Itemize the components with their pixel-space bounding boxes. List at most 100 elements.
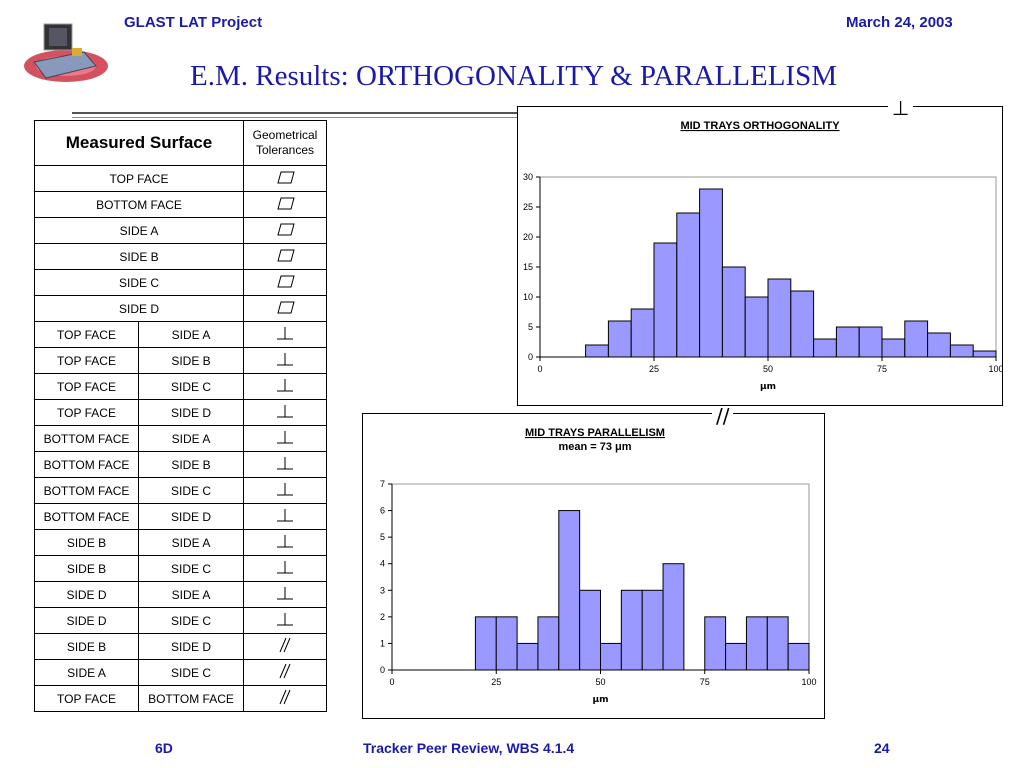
table-row: BOTTOM FACE SIDE C (34, 477, 327, 504)
surface-cell-second: SIDE A (138, 581, 244, 608)
tolerance-cell (243, 529, 327, 556)
footer-page-number: 24 (874, 740, 890, 756)
surface-cell: BOTTOM FACE (34, 191, 244, 218)
surface-cell-first: SIDE D (34, 607, 139, 634)
surface-cell-second: SIDE D (138, 399, 244, 426)
title-divider-thin (72, 117, 612, 118)
surface-cell-second: SIDE A (138, 529, 244, 556)
perpendicularity-icon (277, 431, 293, 444)
ortho-bar (904, 320, 929, 358)
tolerance-cell (243, 165, 327, 192)
ortho-x-tick-label: 100 (988, 364, 1002, 374)
tolerance-cell (243, 399, 327, 426)
ortho-bar (585, 344, 609, 358)
para-bar (620, 589, 643, 671)
tolerance-cell (243, 425, 327, 452)
para-x-tick-label: 100 (801, 677, 816, 687)
surface-cell-second: SIDE A (138, 321, 244, 348)
surface-cell-first: BOTTOM FACE (34, 425, 139, 452)
header-project: GLAST LAT Project (124, 14, 263, 31)
ortho-bar (676, 212, 701, 358)
parallelism-icon (279, 663, 291, 679)
perpendicularity-symbol: ⊥ (888, 98, 914, 118)
surface-cell-second: SIDE C (138, 659, 244, 686)
para-bar (787, 642, 810, 671)
tolerance-cell (243, 633, 327, 660)
ortho-title: MID TRAYS ORTHOGONALITY (680, 120, 840, 132)
ortho-bar (767, 278, 792, 358)
surface-cell-first: TOP FACE (34, 347, 139, 374)
surface-cell: SIDE D (34, 295, 244, 322)
ortho-bar (927, 332, 951, 358)
surface-cell-first: BOTTOM FACE (34, 503, 139, 530)
perpendicularity-icon (277, 587, 293, 600)
ortho-bar (813, 338, 837, 358)
para-bar (704, 616, 727, 671)
surface-cell-second: SIDE B (138, 347, 244, 374)
para-bar (662, 563, 685, 671)
ortho-y-tick-label: 25 (523, 202, 533, 212)
table-row: SIDE A (34, 217, 327, 244)
ortho-bar (653, 242, 678, 358)
surface-cell-first: TOP FACE (34, 321, 139, 348)
tolerance-cell (243, 451, 327, 478)
para-bar (537, 616, 560, 671)
surface-cell-second: SIDE D (138, 633, 244, 660)
para-x-tick-label: 50 (595, 677, 605, 687)
tolerance-cell (243, 659, 327, 686)
tolerance-cell (243, 373, 327, 400)
surface-cell-second: SIDE C (138, 373, 244, 400)
table-row: SIDE C (34, 269, 327, 296)
table-row: SIDE B SIDE D (34, 633, 327, 660)
perpendicularity-icon (277, 405, 293, 418)
title-divider (72, 112, 612, 114)
header-tolerance-line1: Geometrical (252, 128, 318, 142)
ortho-x-axis-label: μm (760, 382, 776, 392)
para-y-tick-label: 1 (380, 638, 385, 648)
surface-cell-first: BOTTOM FACE (34, 451, 139, 478)
para-x-tick-label: 75 (700, 677, 710, 687)
tolerance-cell (243, 243, 327, 270)
para-subtitle: mean = 73 μm (558, 441, 631, 453)
table-row: BOTTOM FACE SIDE D (34, 503, 327, 530)
para-bar (558, 510, 581, 671)
table-row: TOP FACE SIDE D (34, 399, 327, 426)
ortho-x-tick-label: 25 (649, 364, 659, 374)
surface-cell-second: SIDE A (138, 425, 244, 452)
tolerance-cell (243, 269, 327, 296)
para-bar (745, 616, 768, 671)
ortho-y-tick-label: 20 (523, 232, 533, 242)
surface-cell-first: TOP FACE (34, 373, 139, 400)
para-x-tick-label: 25 (491, 677, 501, 687)
flatness-icon (277, 249, 295, 262)
surface-cell-second: SIDE C (138, 555, 244, 582)
tolerance-cell (243, 555, 327, 582)
flatness-icon (277, 171, 295, 184)
tolerance-cell (243, 347, 327, 374)
para-bar (725, 642, 747, 671)
para-bar (600, 642, 622, 671)
ortho-bar (607, 320, 632, 358)
table-row: SIDE D (34, 295, 327, 322)
perpendicularity-icon (277, 483, 293, 496)
para-y-tick-label: 0 (380, 665, 385, 675)
perpendicularity-icon (277, 379, 293, 392)
ortho-x-tick-label: 75 (877, 364, 887, 374)
tolerance-cell (243, 217, 327, 244)
para-y-tick-label: 3 (380, 585, 385, 595)
para-bar (516, 642, 539, 671)
para-y-tick-label: 2 (380, 612, 385, 622)
perpendicularity-icon (277, 561, 293, 574)
parallelism-icon (279, 689, 291, 705)
ortho-y-tick-label: 30 (523, 172, 533, 182)
header-geometrical-tolerances: Geometrical Tolerances (243, 120, 327, 166)
perpendicularity-icon (277, 353, 293, 366)
ortho-x-tick-label: 50 (763, 364, 773, 374)
ortho-bar (881, 338, 906, 358)
tolerance-cell (243, 477, 327, 504)
tolerance-cell (243, 503, 327, 530)
surface-cell-second: SIDE D (138, 503, 244, 530)
surface-cell-first: SIDE B (34, 633, 139, 660)
tolerance-cell (243, 191, 327, 218)
surface-cell-second: BOTTOM FACE (138, 685, 244, 712)
